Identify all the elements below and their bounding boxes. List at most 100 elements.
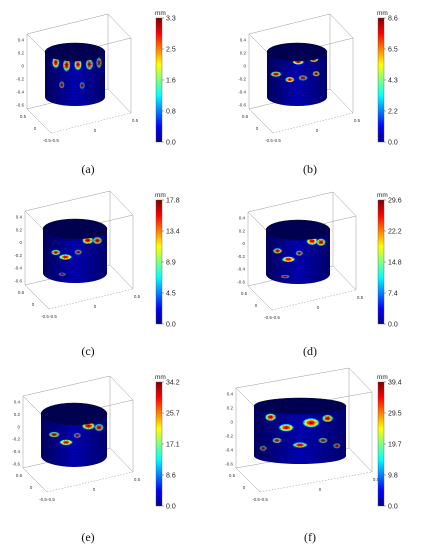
y-tick-label: 0 [319, 487, 322, 492]
colorbar-tick-label: 9.8 [388, 473, 398, 480]
z-tick-label: 0.4 [18, 38, 25, 43]
colorbar-tick-label: 1.6 [166, 78, 176, 85]
colorbar-unit: mm [155, 374, 166, 381]
z-axis-ticks-a: 0.4 0.2 0 -0.2 -0.4 -0.6 [16, 38, 24, 108]
y-tick-label: 0.5 [354, 118, 361, 123]
z-axis-ticks-d: 0.4 0.2 0 -0.2 -0.4 -0.6 [237, 216, 245, 285]
colorbar-unit: mm [155, 192, 166, 199]
z-tick-label: -0.4 [238, 90, 246, 95]
colorbar-tick-label: 17.8 [166, 198, 180, 205]
cylinder-surface-f [253, 397, 347, 464]
colorbar-tick-label: 8.6 [166, 473, 176, 480]
y-tick-label: -0.5 [260, 497, 268, 502]
cylinder-opening [266, 220, 330, 240]
y-tick-label: 0 [316, 128, 319, 133]
x-tick-label: -0.5 [39, 497, 47, 502]
cylinder-opening [254, 398, 346, 414]
y-tick-label: 0 [317, 305, 320, 310]
z-tick-label: -0.6 [225, 462, 233, 467]
axes-box-d [247, 191, 357, 311]
x-axis-ticks-b: 0.5 0 -0.5 [242, 114, 274, 143]
z-tick-label: 0.2 [14, 412, 21, 417]
cylinder-surface-c [42, 218, 108, 283]
y-tick-label: 0.5 [134, 477, 141, 482]
colorbar-tick-label: 34.2 [166, 380, 180, 387]
y-tick-label: -0.5 [49, 314, 57, 319]
caption-c: (c) [81, 344, 95, 358]
z-tick-label: -0.2 [16, 77, 24, 82]
cylinder-opening [43, 219, 107, 239]
x-tick-label: 0.5 [241, 291, 248, 296]
y-axis-ticks-b: 0.5 0 -0.5 [273, 118, 361, 143]
x-tick-label: 0 [256, 126, 259, 131]
cylinder-surface-e [40, 402, 108, 467]
x-tick-label: -0.5 [265, 138, 273, 143]
y-tick-label: 0.5 [357, 295, 364, 300]
colorbar-tick-label: 0.0 [388, 322, 398, 329]
colorbar-tick-label: 17.1 [166, 442, 180, 449]
z-tick-label: 0.4 [227, 392, 234, 397]
z-tick-label: 0.4 [239, 216, 246, 221]
y-axis-ticks-e: 0.5 0 -0.5 [47, 477, 141, 502]
colorbar-tick-label: 14.8 [388, 260, 402, 267]
colorbar-unit: mm [155, 10, 166, 17]
cylinder-surface-d [265, 219, 331, 284]
colorbar-tick-label: 6.5 [388, 47, 398, 54]
y-tick-label: 0.5 [134, 294, 141, 299]
z-tick-label: 0 [243, 64, 246, 69]
x-tick-label: -0.5 [43, 138, 51, 143]
colorbar-tick-label: 22.2 [388, 229, 402, 236]
colorbar-tick-label: 13.4 [166, 229, 180, 236]
x-tick-label: -0.5 [252, 497, 260, 502]
cylinder-opening [267, 43, 327, 61]
colorbar-tick-label: 0.0 [388, 504, 398, 511]
colorbar-tick-label: 29.5 [388, 411, 402, 418]
z-tick-label: -0.2 [12, 437, 20, 442]
z-tick-label: 0.2 [239, 228, 246, 233]
x-axis-ticks-d: 0.5 0 -0.5 [241, 291, 273, 320]
z-tick-label: -0.6 [237, 280, 245, 285]
z-tick-label: 0 [242, 241, 245, 246]
colorbar-unit: mm [377, 10, 388, 17]
z-tick-label: 0.2 [240, 51, 247, 56]
figure-panel-c: 0.4 0.2 0 -0.2 -0.4 -0.6 0.5 0 -0.5 0.5 0 -0.5 mm 17.… [0, 182, 222, 342]
z-axis-ticks-c: 0.4 0.2 0 -0.2 -0.4 -0.6 [14, 215, 22, 284]
x-tick-label: 0.5 [18, 290, 25, 295]
caption-d: (d) [303, 344, 317, 358]
figure-panel-e: 0.4 0.2 0 -0.2 -0.4 -0.6 0.5 0 -0.5 0.5 0 -0.5 mm 34.… [0, 364, 222, 524]
surface-plot-d: 0.4 0.2 0 -0.2 -0.4 -0.6 0.5 0 -0.5 0.5 0 -0.5 mm29.… [237, 191, 402, 329]
colorbar-tick-label: 0.0 [166, 504, 176, 511]
z-tick-label: -0.4 [225, 448, 233, 453]
z-tick-label: 0.4 [14, 400, 21, 405]
colorbar-tick-label: 7.4 [388, 291, 398, 298]
z-tick-label: -0.2 [238, 77, 246, 82]
colorbar-b: mm8.6 6.5 4.3 2.2 0.0 [377, 10, 398, 147]
z-tick-label: 0.2 [18, 51, 25, 56]
z-tick-label: -0.6 [16, 103, 24, 108]
colorbar-tick-label: 25.7 [166, 411, 180, 418]
z-tick-label: 0.4 [240, 38, 247, 43]
figure-panel-a: 0.4 0.2 0 -0.2 -0.4 -0.6 0.5 0 -0.5 0.5 0 -0.5 mm 3.3… [0, 0, 222, 160]
y-axis-ticks-c: 0.5 0 -0.5 [49, 294, 141, 319]
y-tick-label: -0.5 [47, 497, 55, 502]
colorbar-unit: mm [377, 374, 388, 381]
z-tick-label: -0.4 [14, 266, 22, 271]
colorbar-tick-label: 2.2 [388, 109, 398, 116]
x-tick-label: -0.5 [41, 314, 49, 319]
surface-plot-e: 0.4 0.2 0 -0.2 -0.4 -0.6 0.5 0 -0.5 0.5 0 -0.5 mm34.… [12, 374, 180, 511]
surface-plot-a: 0.4 0.2 0 -0.2 -0.4 -0.6 0.5 0 -0.5 0.5 0 -0.5 mm3.3… [16, 10, 176, 147]
caption-e: (e) [81, 530, 95, 544]
z-tick-label: 0.2 [227, 406, 234, 411]
y-tick-label: -0.5 [272, 315, 280, 320]
colorbar-tick-label: 39.4 [388, 380, 402, 387]
x-tick-label: 0.5 [16, 473, 23, 478]
z-axis-ticks-e: 0.4 0.2 0 -0.2 -0.4 -0.6 [12, 400, 20, 467]
caption-f: (f) [304, 530, 316, 544]
caption-b: (b) [303, 162, 317, 176]
colorbar-tick-label: 0.0 [388, 140, 398, 147]
x-axis-ticks-f: 0.5 0 -0.5 [229, 473, 261, 502]
